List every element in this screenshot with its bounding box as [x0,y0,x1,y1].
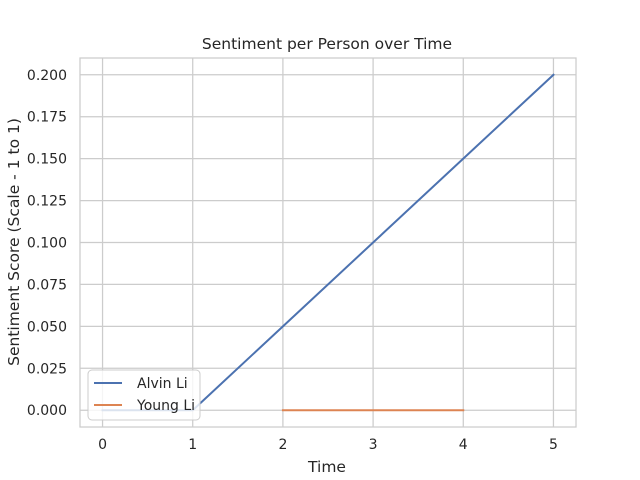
y-tick-label: 0.075 [27,277,67,293]
x-tick-label: 4 [459,437,468,453]
y-tick-label: 0.025 [27,361,67,377]
x-axis-label: Time [307,458,346,476]
y-tick-label: 0.175 [27,110,67,126]
x-axis-ticks: 0 1 2 3 4 5 [98,437,558,453]
x-tick-label: 2 [278,437,287,453]
y-tick-label: 0.150 [27,152,67,168]
y-tick-label: 0.000 [27,403,67,419]
y-axis-ticks: 0.000 0.025 0.050 0.075 0.100 0.125 0.150 0.175… [27,68,67,419]
x-tick-label: 1 [188,437,197,453]
legend-label: Alvin Li [137,376,188,392]
plot-frame [79,57,577,428]
y-tick-label: 0.200 [27,68,67,84]
legend: Alvin Li Young Li [87,369,201,421]
y-axis-label: Sentiment Score (Scale - 1 to 1) [5,118,23,366]
grid [80,58,576,427]
x-tick-label: 0 [98,437,107,453]
x-tick-label: 5 [549,437,558,453]
legend-label: Young Li [136,398,195,414]
y-tick-label: 0.125 [27,194,67,210]
x-tick-label: 3 [369,437,378,453]
y-tick-label: 0.050 [27,319,67,335]
chart-title: Sentiment per Person over Time [202,35,452,53]
y-tick-label: 0.100 [27,236,67,252]
